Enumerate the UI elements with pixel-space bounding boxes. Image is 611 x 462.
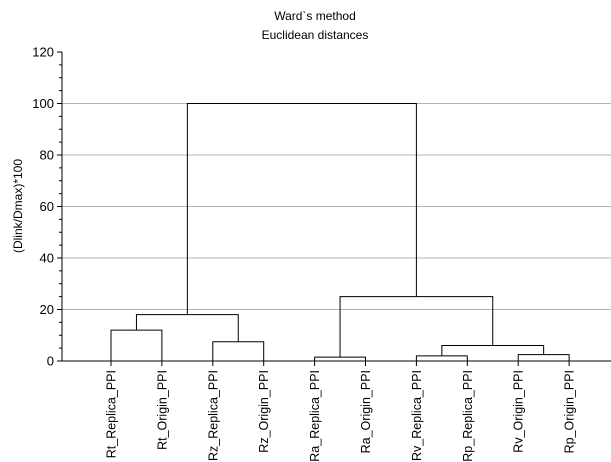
dendrogram-link xyxy=(314,356,366,361)
leaf-label: Ra_Replica_PPI xyxy=(308,370,322,462)
dendrogram-link xyxy=(517,354,570,361)
leaf-label: Rp_Replica_PPI xyxy=(461,370,475,462)
axes: 0 20 40 60 80 100 120 xyxy=(32,45,611,369)
leaf-label: Rp_Origin_PPI xyxy=(563,370,577,453)
leaf-label: Rz_Origin_PPI xyxy=(257,370,271,453)
dendrogram-link xyxy=(135,314,239,342)
y-tick-label: 20 xyxy=(40,302,54,317)
leaf-labels: Rt_Replica_PPI Rt_Origin_PPI Rz_Replica_PP… xyxy=(105,370,577,462)
gridlines xyxy=(62,103,611,310)
dendrogram-link xyxy=(110,329,163,361)
dendrogram-link xyxy=(212,341,265,361)
leaf-label: Rt_Origin_PPI xyxy=(155,370,169,450)
dendrogram-link xyxy=(339,296,494,358)
y-tick-label: 40 xyxy=(40,251,54,266)
leaf-label: Ra_Origin_PPI xyxy=(359,370,373,453)
dendrogram-links xyxy=(110,103,570,361)
leaf-label: Rv_Replica_PPI xyxy=(410,370,424,461)
dendrogram-link xyxy=(186,103,417,315)
dendrogram-link xyxy=(415,355,468,361)
chart-subtitle: Euclidean distances xyxy=(262,28,369,42)
leaf-label: Rt_Replica_PPI xyxy=(105,370,119,458)
chart-title: Ward`s method xyxy=(274,9,356,23)
y-tick-label: 80 xyxy=(40,148,54,163)
y-tick-label: 0 xyxy=(47,354,54,369)
leaf-label: Rz_Replica_PPI xyxy=(206,370,220,461)
y-axis-title: (Dlink/Dmax)*100 xyxy=(11,159,25,253)
y-tick-label: 100 xyxy=(32,96,54,111)
y-tick-label: 120 xyxy=(32,45,54,60)
y-tick-label: 60 xyxy=(40,199,54,214)
leaf-label: Rv_Origin_PPI xyxy=(512,370,526,453)
